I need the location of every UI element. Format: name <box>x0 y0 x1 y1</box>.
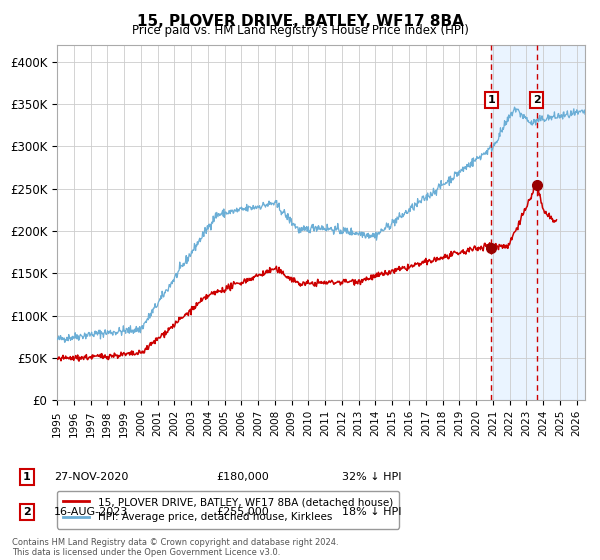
Text: 32% ↓ HPI: 32% ↓ HPI <box>342 472 401 482</box>
Text: 15, PLOVER DRIVE, BATLEY, WF17 8BA: 15, PLOVER DRIVE, BATLEY, WF17 8BA <box>137 14 463 29</box>
Text: £180,000: £180,000 <box>216 472 269 482</box>
Text: 2: 2 <box>533 95 541 105</box>
Text: 16-AUG-2023: 16-AUG-2023 <box>54 507 128 517</box>
Text: 1: 1 <box>488 95 496 105</box>
Text: Contains HM Land Registry data © Crown copyright and database right 2024.
This d: Contains HM Land Registry data © Crown c… <box>12 538 338 557</box>
Text: 2: 2 <box>23 507 31 517</box>
Text: £255,000: £255,000 <box>216 507 269 517</box>
Bar <box>491 45 585 400</box>
Text: Price paid vs. HM Land Registry's House Price Index (HPI): Price paid vs. HM Land Registry's House … <box>131 24 469 37</box>
Bar <box>542 45 585 400</box>
Text: 1: 1 <box>23 472 31 482</box>
Text: 27-NOV-2020: 27-NOV-2020 <box>54 472 128 482</box>
Text: 18% ↓ HPI: 18% ↓ HPI <box>342 507 401 517</box>
Legend: 15, PLOVER DRIVE, BATLEY, WF17 8BA (detached house), HPI: Average price, detache: 15, PLOVER DRIVE, BATLEY, WF17 8BA (deta… <box>57 491 399 529</box>
